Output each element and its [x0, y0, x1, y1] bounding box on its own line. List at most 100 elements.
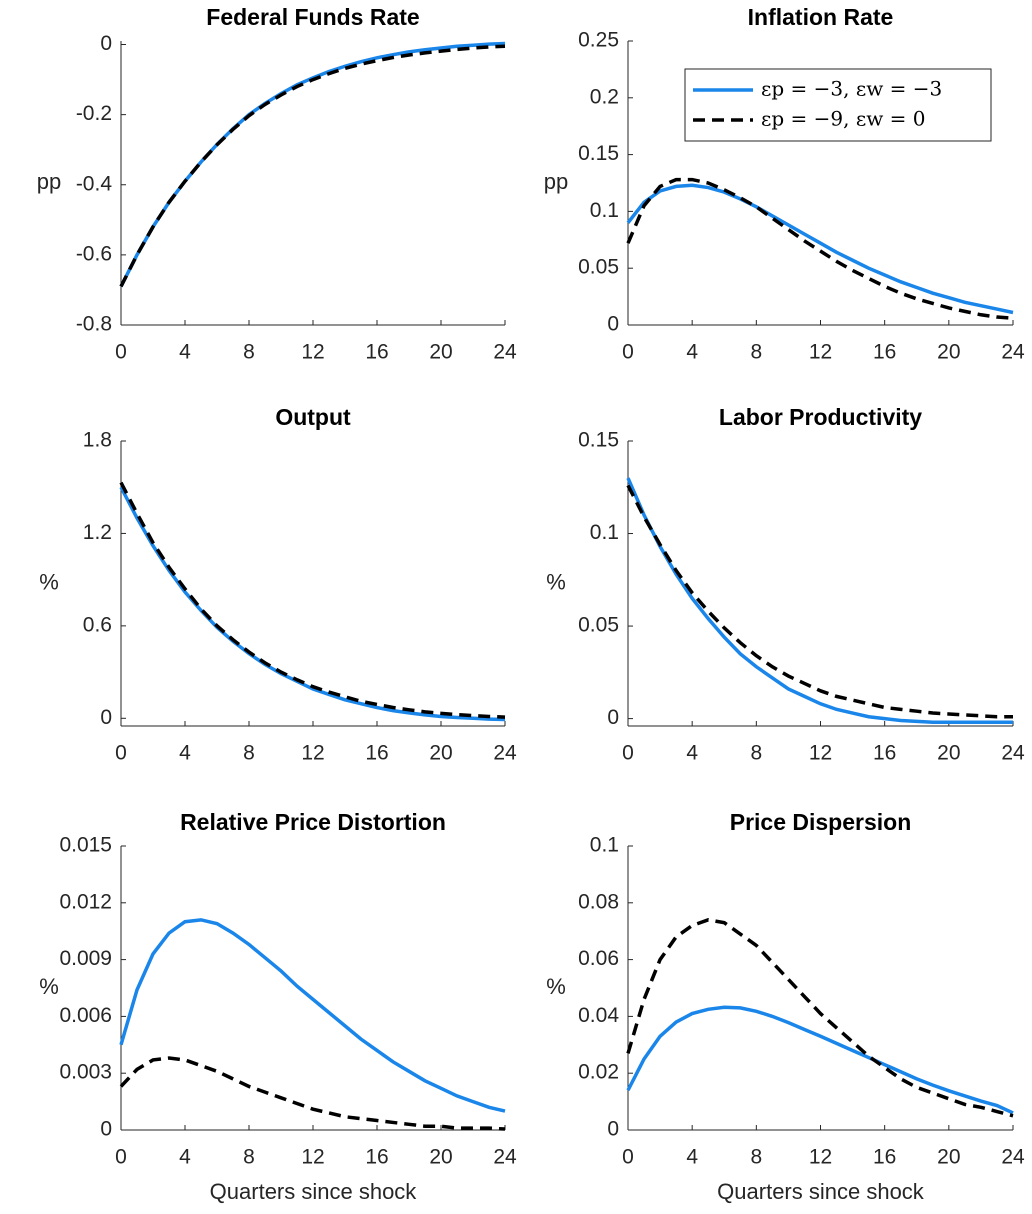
- y-tick-label: 0.1: [590, 521, 619, 544]
- x-tick-label: 12: [809, 1146, 832, 1169]
- y-tick-label: -0.6: [76, 242, 112, 265]
- y-tick-label: 0.015: [59, 834, 112, 857]
- x-tick-label: 4: [686, 742, 698, 765]
- x-tick-label: 16: [365, 341, 388, 364]
- y-axis-label: %: [546, 569, 566, 594]
- chart-title: Output: [275, 404, 351, 430]
- y-tick-label: 0.009: [59, 947, 112, 970]
- chart-title: Federal Funds Rate: [206, 4, 419, 30]
- y-tick-label: 0.08: [578, 890, 619, 913]
- x-tick-label: 24: [493, 341, 517, 364]
- y-axis-label: %: [546, 974, 566, 999]
- y-axis-label: pp: [37, 169, 61, 194]
- x-axis-label: Quarters since shock: [210, 1179, 418, 1204]
- y-tick-label: 0.6: [83, 613, 112, 636]
- y-tick-label: -0.8: [76, 313, 112, 336]
- x-tick-label: 24: [1001, 742, 1025, 765]
- legend-label: εp = −9, εw = 0: [761, 107, 926, 131]
- y-tick-label: 0.02: [578, 1061, 619, 1084]
- y-tick-label: 0.06: [578, 947, 619, 970]
- y-tick-label: 0.006: [59, 1004, 112, 1027]
- x-axis-label: Quarters since shock: [717, 1179, 925, 1204]
- chart-title: Price Dispersion: [730, 809, 912, 835]
- series-line: [119, 918, 506, 1113]
- y-tick-label: 0: [100, 706, 112, 729]
- x-tick-label: 4: [179, 1146, 191, 1169]
- chart-title: Inflation Rate: [748, 4, 894, 30]
- x-tick-label: 16: [873, 742, 896, 765]
- x-tick-label: 20: [429, 341, 452, 364]
- x-tick-label: 4: [179, 341, 191, 364]
- y-tick-label: 0: [100, 32, 112, 55]
- x-tick-label: 8: [750, 742, 762, 765]
- x-tick-label: 8: [750, 1146, 762, 1169]
- y-tick-label: 0.1: [590, 199, 619, 222]
- legend-label: εp = −3, εw = −3: [761, 77, 942, 101]
- y-tick-label: 1.8: [83, 429, 112, 452]
- x-tick-label: 0: [622, 1146, 634, 1169]
- y-tick-label: 0.25: [578, 29, 619, 52]
- y-tick-label: 0: [607, 1118, 619, 1141]
- series-line: [119, 44, 506, 288]
- x-tick-label: 12: [809, 742, 832, 765]
- x-tick-label: 20: [429, 1146, 452, 1169]
- y-tick-label: 0.012: [59, 890, 112, 913]
- y-tick-label: 0.1: [590, 834, 619, 857]
- y-tick-label: 0: [607, 313, 619, 336]
- y-tick-label: -0.2: [76, 102, 112, 125]
- y-tick-label: 0.15: [578, 142, 619, 165]
- series-line: [626, 1005, 1014, 1115]
- y-tick-label: 0: [100, 1118, 112, 1141]
- series-line: [119, 486, 506, 722]
- series-line: [626, 183, 1014, 315]
- x-tick-label: 16: [365, 742, 388, 765]
- series-line: [626, 177, 1014, 320]
- x-tick-label: 16: [365, 1146, 388, 1169]
- y-axis-label: %: [39, 569, 59, 594]
- y-tick-label: 0.04: [578, 1004, 619, 1027]
- x-tick-label: 12: [301, 341, 324, 364]
- series-line: [119, 481, 506, 719]
- series-line: [626, 484, 1013, 719]
- x-tick-label: 12: [301, 1146, 324, 1169]
- y-tick-label: 0: [607, 706, 619, 729]
- x-tick-label: 4: [686, 341, 698, 364]
- x-tick-label: 0: [115, 1146, 127, 1169]
- chart-title: Labor Productivity: [719, 404, 922, 430]
- x-tick-label: 20: [937, 1146, 960, 1169]
- x-tick-label: 0: [622, 341, 634, 364]
- x-tick-label: 12: [301, 742, 324, 765]
- y-tick-label: -0.4: [76, 172, 113, 195]
- y-tick-label: 0.15: [578, 429, 619, 452]
- x-tick-label: 24: [493, 1146, 517, 1169]
- x-tick-label: 12: [809, 341, 832, 364]
- x-tick-label: 8: [243, 742, 255, 765]
- y-axis-label: %: [39, 974, 59, 999]
- x-tick-label: 8: [750, 341, 762, 364]
- y-tick-label: 0.05: [578, 256, 619, 279]
- y-tick-label: 0.2: [590, 85, 619, 108]
- x-tick-label: 24: [1001, 1146, 1025, 1169]
- y-tick-label: 0.003: [59, 1061, 112, 1084]
- x-tick-label: 0: [622, 742, 634, 765]
- x-tick-label: 24: [1001, 341, 1025, 364]
- x-tick-label: 0: [115, 742, 127, 765]
- y-axis-label: pp: [544, 169, 568, 194]
- series-line: [119, 1056, 506, 1131]
- x-tick-label: 20: [937, 341, 960, 364]
- series-line: [626, 477, 1013, 725]
- x-tick-label: 16: [873, 341, 896, 364]
- y-tick-label: 1.2: [83, 521, 112, 544]
- x-tick-label: 20: [937, 742, 960, 765]
- x-tick-label: 24: [493, 742, 517, 765]
- chart-title: Relative Price Distortion: [180, 809, 446, 835]
- x-tick-label: 8: [243, 1146, 255, 1169]
- x-tick-label: 8: [243, 341, 255, 364]
- legend-box: [684, 68, 992, 142]
- series-line: [626, 918, 1014, 1118]
- x-tick-label: 4: [179, 742, 191, 765]
- y-tick-label: 0.05: [578, 614, 619, 637]
- x-tick-label: 0: [115, 341, 127, 364]
- x-tick-label: 4: [686, 1146, 698, 1169]
